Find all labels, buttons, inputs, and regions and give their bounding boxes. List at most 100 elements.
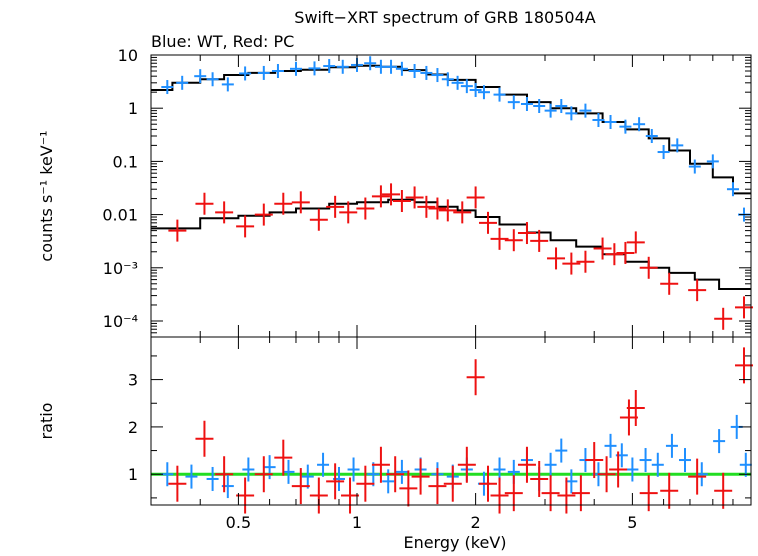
pc-spectrum-point-11 (371, 185, 390, 208)
pc-ratio-point-4 (254, 456, 273, 493)
pc-spectrum-point-29 (605, 243, 624, 266)
ratio-frame (150, 336, 752, 506)
wt-ratio-point-11 (367, 462, 380, 487)
wt-spectrum-point-7 (271, 64, 284, 79)
wt-spectrum-point-13 (364, 56, 377, 71)
pc-spectrum-point-35 (714, 307, 733, 330)
y-tick-label-top-2: 0.1 (113, 152, 138, 171)
wt-ratio-point-2 (206, 466, 219, 491)
pc-ratio-point-23 (530, 460, 549, 497)
pc-spectrum-point-28 (593, 237, 612, 260)
pc-spectrum-point-6 (291, 191, 310, 214)
x-tick-label-2: 2 (471, 513, 481, 532)
wt-spectrum-point-22 (460, 79, 473, 94)
wt-spectrum-point-6 (257, 65, 270, 80)
y-tick-label-bottom-0: 1 (128, 465, 138, 484)
pc-ratio-point-0 (168, 465, 187, 502)
wt-spectrum-point-40 (688, 159, 701, 174)
pc-ratio-point-34 (688, 458, 707, 495)
wt-spectrum-point-9 (308, 61, 321, 76)
pc-ratio-point-27 (585, 442, 604, 479)
wt-ratio-point-4 (242, 457, 255, 482)
wt-ratio-point-38 (739, 452, 752, 477)
x-tick-label-0: 0.5 (226, 513, 251, 532)
pc-ratio-point-25 (557, 477, 576, 514)
pc-ratio-point-11 (371, 446, 390, 483)
y-tick-label-top-1: 1 (128, 99, 138, 118)
wt-ratio-point-36 (713, 429, 726, 454)
y-tick-label-top-0: 10 (118, 46, 138, 65)
y-tick-label-top-4: 10⁻³ (103, 259, 138, 278)
spectrum-frame (150, 54, 752, 338)
pc-spectrum-point-9 (339, 201, 358, 224)
pc-spectrum-point-36 (735, 296, 754, 319)
pc-ratio-point-15 (428, 468, 447, 505)
pc-spectrum-point-17 (438, 199, 457, 222)
wt-spectrum-point-20 (441, 72, 454, 87)
wt-ratio-point-7 (301, 464, 314, 489)
pc-spectrum-point-19 (466, 186, 485, 209)
wt-spectrum-point-10 (323, 59, 336, 74)
pc-ratio-point-16 (443, 465, 462, 502)
pc-ratio-point-9 (341, 477, 360, 514)
wt-ratio-point-6 (282, 459, 295, 484)
x-axis-label: Energy (keV) (403, 533, 506, 552)
pc-spectrum-point-27 (576, 250, 595, 273)
pc-ratio-point-12 (386, 456, 405, 493)
y-tick-label-top-3: 0.01 (102, 206, 138, 225)
pc-spectrum-point-34 (688, 279, 707, 302)
chart-subtitle: Blue: WT, Red: PC (151, 32, 294, 51)
pc-spectrum-point-7 (309, 208, 328, 231)
pc-spectrum-point-32 (639, 256, 658, 279)
wt-spectrum-point-27 (520, 96, 533, 111)
y-tick-label-top-5: 10⁻⁴ (103, 312, 138, 331)
wt-spectrum-point-16 (395, 61, 408, 76)
wt-spectrum-point-38 (657, 145, 670, 160)
x-tick-label-3: 5 (627, 513, 637, 532)
pc-spectrum-point-23 (517, 222, 536, 245)
pc-ratio-point-18 (466, 359, 485, 396)
wt-spectrum-point-17 (408, 64, 421, 79)
pc-ratio-point-24 (541, 475, 560, 512)
wt-spectrum-point-23 (469, 82, 482, 97)
pc-ratio-point-7 (309, 477, 328, 514)
wt-ratio-point-13 (395, 459, 408, 484)
pc-spectrum-point-31 (626, 231, 645, 254)
pc-ratio-point-36 (735, 347, 754, 384)
pc-spectrum-point-4 (254, 203, 273, 226)
wt-spectrum-point-37 (645, 129, 658, 144)
wt-spectrum-point-28 (533, 98, 546, 113)
wt-spectrum-point-19 (431, 68, 444, 83)
wt-ratio-point-31 (639, 448, 652, 473)
y-tick-label-bottom-1: 2 (128, 418, 138, 437)
pc-ratio-point-29 (609, 451, 628, 488)
y-tick-label-bottom-2: 3 (128, 371, 138, 390)
wt-spectrum-point-1 (176, 75, 189, 90)
wt-spectrum-point-32 (579, 103, 592, 118)
pc-ratio-point-5 (274, 439, 293, 476)
pc-spectrum-point-25 (547, 247, 566, 270)
wt-spectrum-point-42 (726, 182, 739, 197)
wt-ratio-point-33 (665, 433, 678, 458)
wt-ratio-point-28 (604, 433, 617, 458)
wt-ratio-point-10 (347, 457, 360, 482)
pc-ratio-point-1 (195, 420, 214, 457)
wt-spectrum-point-30 (555, 98, 568, 113)
wt-spectrum-point-11 (336, 59, 349, 74)
x-tick-label-1: 1 (352, 513, 362, 532)
wt-spectrum-point-24 (477, 85, 490, 100)
wt-ratio-point-24 (555, 438, 568, 463)
pc-ratio-point-22 (517, 446, 536, 483)
pc-ratio-point-20 (490, 477, 509, 514)
pc-ratio-point-21 (504, 475, 523, 512)
wt-spectrum-point-18 (420, 65, 433, 80)
pc-spectrum-point-8 (326, 195, 345, 218)
pc-spectrum-point-12 (382, 183, 401, 206)
pc-spectrum-point-2 (215, 201, 234, 224)
wt-spectrum-point-41 (706, 154, 719, 169)
ratio-ylabel: ratio (37, 403, 56, 440)
wt-ratio-point-19 (493, 457, 506, 482)
wt-spectrum-point-0 (161, 80, 174, 95)
wt-spectrum-point-29 (544, 103, 557, 118)
